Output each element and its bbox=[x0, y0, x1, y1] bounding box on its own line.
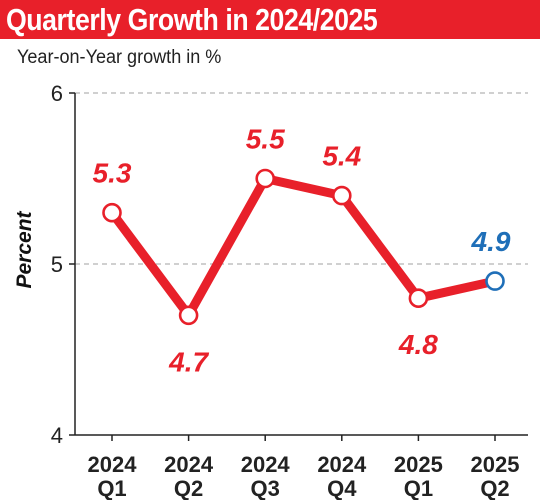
x-tick-label-year: 2024 bbox=[241, 452, 291, 477]
data-label: 5.4 bbox=[322, 141, 361, 172]
data-label: 4.8 bbox=[398, 329, 438, 360]
x-tick-label-quarter: Q2 bbox=[480, 476, 509, 500]
title-bar: Quarterly Growth in 2024/2025 bbox=[0, 0, 540, 39]
y-tick-label-5: 5 bbox=[51, 252, 63, 277]
chart-title: Quarterly Growth in 2024/2025 bbox=[6, 2, 378, 37]
series-line bbox=[107, 174, 500, 320]
data-point bbox=[408, 288, 429, 309]
series-line-path bbox=[107, 174, 500, 320]
data-point bbox=[255, 168, 276, 189]
data-label: 4.7 bbox=[168, 346, 209, 377]
x-tick-label-quarter: Q3 bbox=[251, 476, 280, 500]
x-tick-label-quarter: Q1 bbox=[97, 476, 126, 500]
data-labels: 5.3 4.7 5.5 5.4 4.8 4.9 bbox=[93, 124, 511, 378]
x-tick-label-year: 2024 bbox=[88, 452, 138, 477]
x-tick-label-year: 2024 bbox=[317, 452, 367, 477]
axes: 456Percent2024Q12024Q22024Q32024Q42025Q1… bbox=[13, 81, 528, 500]
x-tick-label-quarter: Q4 bbox=[327, 476, 357, 500]
x-tick-label-year: 2025 bbox=[394, 452, 443, 477]
gridlines bbox=[75, 92, 528, 265]
chart-subtitle: Year-on-Year growth in % bbox=[17, 47, 222, 68]
data-point bbox=[485, 271, 505, 291]
y-tick-label-4: 4 bbox=[51, 423, 63, 448]
y-axis-title: Percent bbox=[13, 210, 36, 288]
x-tick-label-year: 2024 bbox=[164, 452, 214, 477]
x-tick-label-year: 2025 bbox=[471, 452, 520, 477]
y-tick-label-6: 6 bbox=[51, 81, 63, 106]
x-tick-label-quarter: Q2 bbox=[174, 476, 203, 500]
x-tick-label-quarter: Q1 bbox=[404, 476, 433, 500]
data-point bbox=[178, 305, 199, 326]
data-label: 4.9 bbox=[471, 226, 511, 257]
data-points bbox=[102, 168, 505, 326]
data-label: 5.3 bbox=[93, 158, 132, 189]
data-label: 5.5 bbox=[246, 124, 285, 155]
data-point bbox=[102, 202, 122, 223]
data-point bbox=[331, 185, 352, 206]
